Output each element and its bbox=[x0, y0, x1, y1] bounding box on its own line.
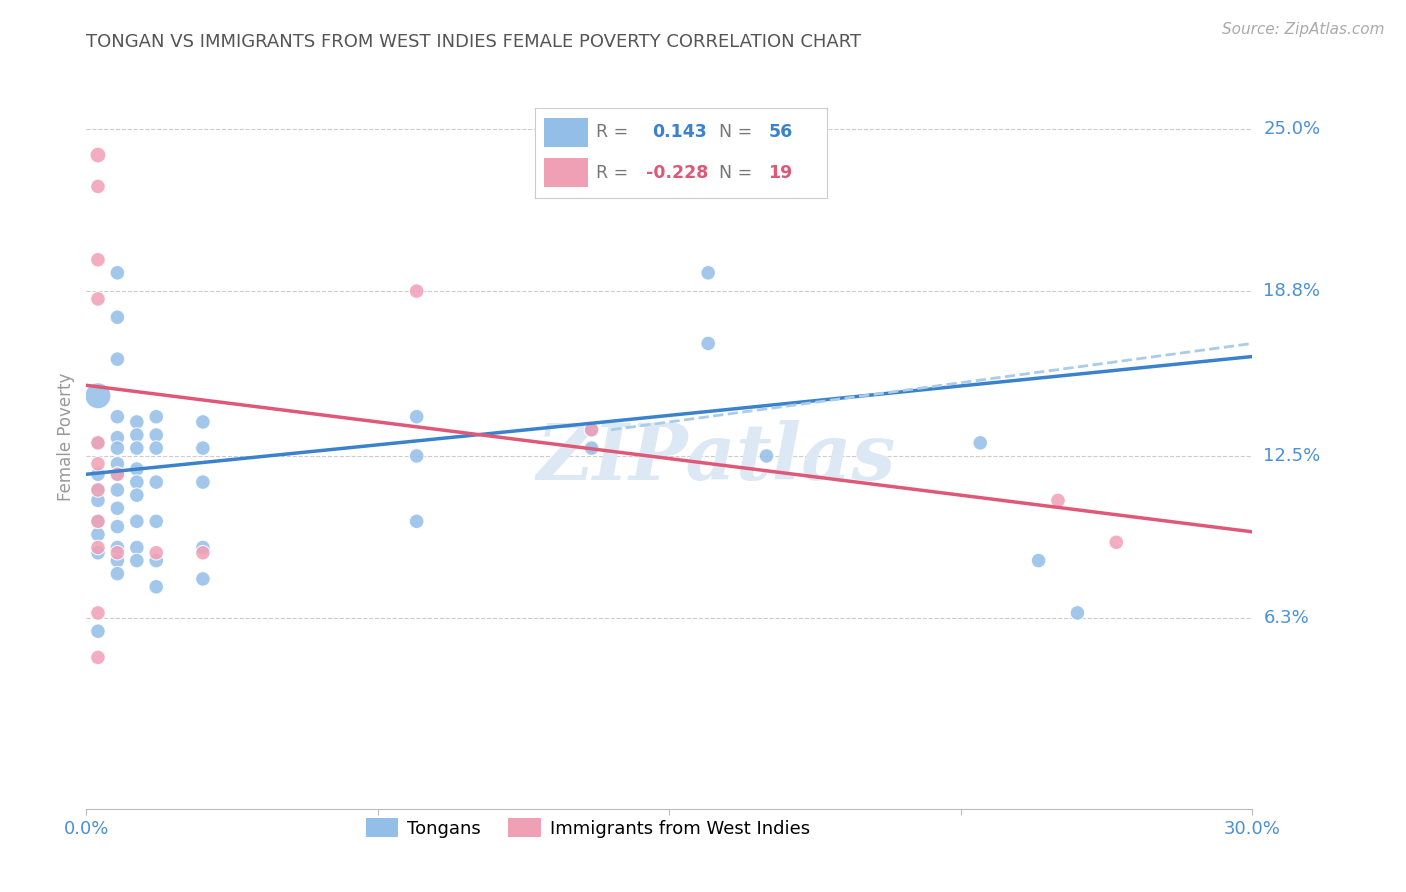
Point bbox=[405, 409, 427, 424]
Point bbox=[969, 435, 991, 450]
Point bbox=[125, 514, 148, 528]
Point bbox=[145, 546, 167, 560]
Point bbox=[87, 527, 110, 541]
Point bbox=[581, 423, 603, 437]
Point bbox=[87, 546, 110, 560]
Text: 18.8%: 18.8% bbox=[1264, 282, 1320, 300]
Point bbox=[87, 179, 110, 194]
Point bbox=[191, 541, 214, 555]
Point bbox=[125, 541, 148, 555]
Point bbox=[191, 572, 214, 586]
Text: 25.0%: 25.0% bbox=[1264, 120, 1320, 138]
Point bbox=[105, 467, 128, 482]
Point bbox=[191, 475, 214, 489]
Point bbox=[87, 514, 110, 528]
Point bbox=[87, 624, 110, 639]
Point bbox=[145, 553, 167, 567]
Point bbox=[145, 409, 167, 424]
Point bbox=[145, 514, 167, 528]
Point bbox=[87, 483, 110, 497]
Point bbox=[755, 449, 778, 463]
Point bbox=[125, 462, 148, 476]
Point bbox=[1046, 493, 1069, 508]
Point bbox=[125, 553, 148, 567]
Point bbox=[87, 467, 110, 482]
Point bbox=[87, 650, 110, 665]
Point bbox=[405, 449, 427, 463]
Point bbox=[405, 284, 427, 298]
Point bbox=[105, 310, 128, 325]
Point bbox=[105, 566, 128, 581]
Point bbox=[1066, 606, 1088, 620]
Point bbox=[105, 352, 128, 367]
Point bbox=[87, 483, 110, 497]
Point bbox=[105, 553, 128, 567]
Point bbox=[87, 435, 110, 450]
Legend: Tongans, Immigrants from West Indies: Tongans, Immigrants from West Indies bbox=[359, 811, 817, 845]
Y-axis label: Female Poverty: Female Poverty bbox=[58, 372, 75, 500]
Text: Source: ZipAtlas.com: Source: ZipAtlas.com bbox=[1222, 22, 1385, 37]
Point bbox=[105, 546, 128, 560]
Point bbox=[87, 389, 110, 403]
Text: 6.3%: 6.3% bbox=[1264, 609, 1309, 627]
Point bbox=[125, 415, 148, 429]
Point bbox=[145, 475, 167, 489]
Point bbox=[405, 514, 427, 528]
Point bbox=[581, 441, 603, 455]
Point bbox=[125, 488, 148, 502]
Point bbox=[145, 580, 167, 594]
Point bbox=[191, 415, 214, 429]
Point bbox=[125, 441, 148, 455]
Point bbox=[105, 483, 128, 497]
Point bbox=[87, 435, 110, 450]
Point bbox=[105, 467, 128, 482]
Point bbox=[87, 541, 110, 555]
Point bbox=[87, 457, 110, 471]
Point bbox=[105, 409, 128, 424]
Text: 12.5%: 12.5% bbox=[1264, 447, 1320, 465]
Point bbox=[191, 546, 214, 560]
Point bbox=[1105, 535, 1128, 549]
Point bbox=[191, 441, 214, 455]
Point bbox=[87, 148, 110, 162]
Point bbox=[125, 475, 148, 489]
Point bbox=[105, 431, 128, 445]
Text: ZIPatlas: ZIPatlas bbox=[536, 420, 896, 497]
Point bbox=[697, 266, 720, 280]
Point bbox=[125, 428, 148, 442]
Point bbox=[105, 441, 128, 455]
Point bbox=[145, 441, 167, 455]
Point bbox=[581, 423, 603, 437]
Point bbox=[87, 606, 110, 620]
Point bbox=[105, 519, 128, 533]
Point bbox=[105, 501, 128, 516]
Point bbox=[105, 266, 128, 280]
Point bbox=[87, 514, 110, 528]
Point bbox=[87, 292, 110, 306]
Text: TONGAN VS IMMIGRANTS FROM WEST INDIES FEMALE POVERTY CORRELATION CHART: TONGAN VS IMMIGRANTS FROM WEST INDIES FE… bbox=[86, 33, 862, 51]
Point bbox=[87, 252, 110, 267]
Point bbox=[697, 336, 720, 351]
Point bbox=[105, 457, 128, 471]
Point bbox=[145, 428, 167, 442]
Point bbox=[87, 493, 110, 508]
Point bbox=[105, 541, 128, 555]
Point bbox=[1028, 553, 1050, 567]
